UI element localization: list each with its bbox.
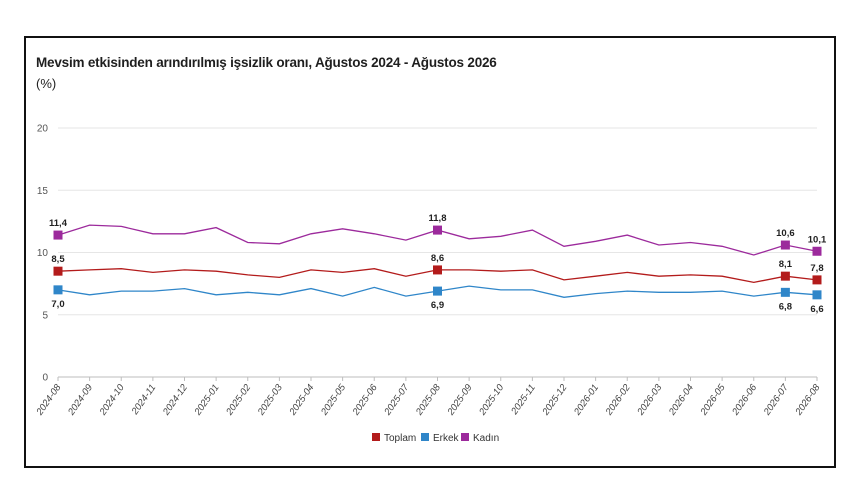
x-tick-label: 2026-04: [666, 382, 696, 418]
data-point-marker: [433, 265, 442, 275]
data-point-marker: [780, 240, 790, 250]
x-tick-label: 2024-09: [65, 382, 95, 418]
data-label: 8,1: [779, 259, 793, 270]
x-tick-label: 2025-04: [287, 382, 317, 418]
data-point-marker: [53, 266, 63, 276]
x-tick-label: 2026-06: [730, 382, 760, 418]
data-label: 6,8: [779, 301, 792, 312]
data-label: 10,6: [776, 228, 795, 239]
x-tick-label: 2026-02: [603, 382, 633, 418]
data-labels: 8,5 8,6 8,1 7,8 7,0 6,9 6,8 6,6 11,4 11,8 10,6 10,1: [49, 213, 827, 315]
data-point-marker: [812, 290, 822, 300]
x-tick-label: 2025-11: [509, 382, 538, 417]
y-tick-label: 20: [37, 124, 49, 135]
data-point-marker: [812, 246, 822, 256]
data-point-marker: [433, 225, 442, 235]
data-label: 8,5: [51, 254, 65, 265]
data-point-marker: [53, 230, 63, 240]
x-tick-label: 2025-01: [192, 382, 222, 418]
data-label: 11,8: [429, 213, 447, 224]
y-tick-label: 10: [37, 248, 49, 259]
x-tick-label: 2025-07: [382, 382, 412, 418]
x-tick-label: 2026-08: [793, 382, 823, 418]
legend-label-kadın: Kadın: [473, 433, 499, 444]
data-label: 6,9: [431, 300, 444, 311]
data-label: 11,4: [49, 218, 68, 229]
data-label: 10,1: [808, 234, 827, 245]
x-tick-label: 2024-08: [34, 382, 64, 418]
data-label: 7,0: [51, 299, 64, 310]
x-tick-label: 2025-09: [445, 382, 475, 418]
y-tick-label: 5: [42, 310, 48, 321]
legend-label-erkek: Erkek: [433, 433, 460, 444]
y-tick-label: 15: [37, 186, 49, 197]
legend-label-toplam: Toplam: [384, 433, 416, 444]
x-tick-label: 2025-02: [224, 382, 254, 418]
data-label: 8,6: [431, 253, 444, 264]
data-label: 6,6: [810, 304, 823, 315]
legend: Toplam Erkek Kadın: [372, 433, 499, 444]
x-tick-label: 2024-11: [129, 382, 158, 417]
y-tick-label: 0: [42, 373, 48, 384]
x-tick-label: 2024-12: [160, 382, 190, 418]
chart-unit: (%): [36, 76, 57, 91]
x-tick-label: 2026-05: [698, 382, 728, 418]
x-tick-label: 2025-06: [350, 382, 380, 418]
legend-swatch-kadın: [461, 433, 469, 441]
x-tick-label: 2025-03: [255, 382, 285, 418]
data-point-marker: [780, 271, 790, 281]
data-label: 7,8: [810, 263, 823, 274]
x-tick-label: 2026-07: [761, 382, 791, 418]
y-axis: 0 5 10 15 20: [37, 124, 49, 384]
data-point-marker: [812, 275, 822, 285]
x-tick-label: 2026-03: [635, 382, 665, 418]
legend-swatch-erkek: [421, 433, 429, 441]
legend-swatch-toplam: [372, 433, 380, 441]
x-tick-label: 2025-08: [413, 382, 443, 418]
x-tick-label: 2025-05: [318, 382, 348, 418]
data-point-marker: [780, 287, 790, 297]
data-point-marker: [433, 286, 442, 296]
data-point-marker: [53, 285, 63, 295]
x-tick-label: 2024-10: [97, 382, 127, 418]
x-tick-label: 2026-01: [571, 382, 601, 418]
x-axis: 2024-08 2024-09 2024-10 2024-11 2024-12 2025-…: [34, 377, 823, 418]
x-tick-label: 2025-12: [540, 382, 570, 418]
series: [53, 224, 822, 300]
chart-title: Mevsim etkisinden arındırılmış işsizlik …: [36, 55, 497, 70]
x-tick-label: 2025-10: [477, 382, 507, 418]
